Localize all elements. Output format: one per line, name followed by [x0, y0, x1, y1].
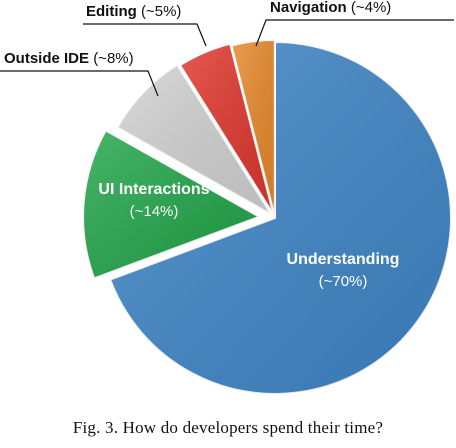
label-outside-ide: Outside IDE	[4, 50, 93, 67]
pie-slices	[82, 39, 452, 395]
pie-labels: Understanding (~70%) UI Interactions (~14%)…	[0, 0, 454, 290]
label-understanding: Understanding	[287, 251, 400, 268]
value-label-ui-interactions: (~14%)	[130, 203, 179, 220]
slice-shading-understanding	[110, 42, 451, 394]
figure-caption: Fig. 3. How do developers spend their ti…	[72, 418, 384, 437]
leader-line-editing	[83, 23, 207, 47]
slice-shading-ui-interactions	[83, 130, 260, 279]
value-label-navigation: (~4%)	[351, 0, 391, 16]
callout-editing: Editing (~5%)	[86, 3, 181, 20]
value-label-understanding: (~70%)	[319, 273, 368, 290]
label-navigation: Navigation	[270, 0, 351, 16]
leader-line-outside-ide	[0, 70, 159, 97]
callout-outside-ide: Outside IDE (~8%)	[4, 50, 134, 67]
callout-navigation: Navigation (~4%)	[270, 0, 391, 16]
slice-shading-outside-ide	[117, 64, 271, 214]
slice-shading-navigation	[231, 40, 275, 217]
slice-shading-editing	[179, 43, 274, 215]
label-ui-interactions: UI Interactions	[98, 181, 209, 198]
leader-line-navigation	[255, 19, 454, 47]
value-label-outside-ide: (~8%)	[93, 50, 133, 67]
label-editing: Editing	[86, 3, 141, 20]
value-label-editing: (~5%)	[141, 3, 181, 20]
